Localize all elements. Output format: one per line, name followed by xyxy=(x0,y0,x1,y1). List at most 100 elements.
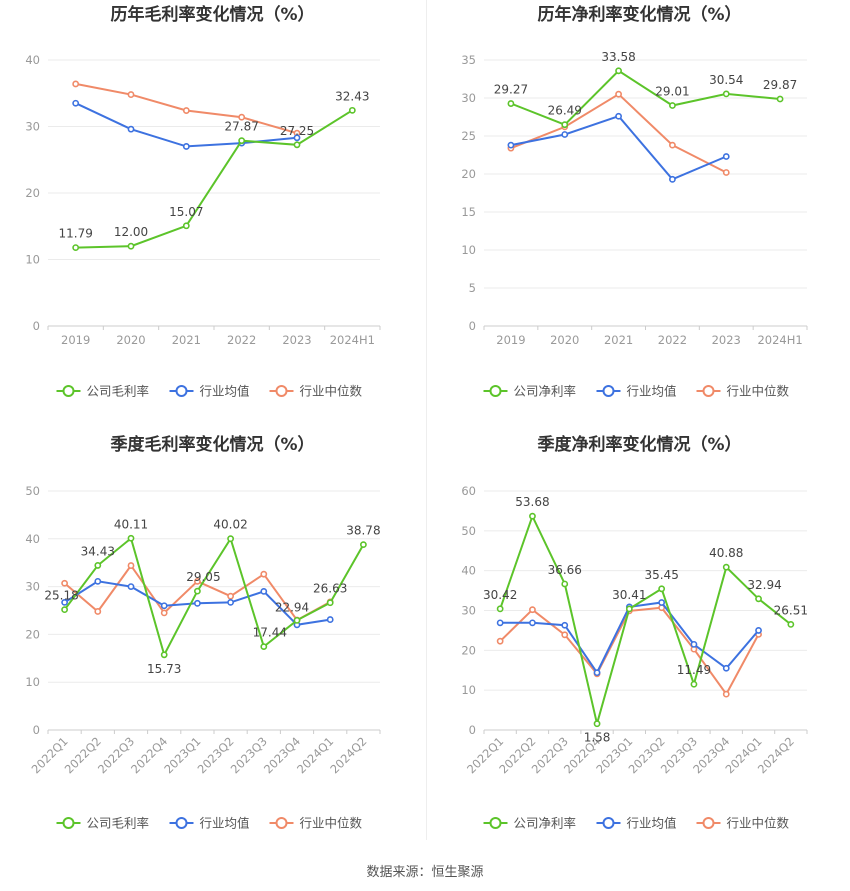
data-point-company[interactable] xyxy=(72,244,80,251)
data-point-company[interactable] xyxy=(326,599,334,607)
legend-item-median[interactable]: 行业中位数 xyxy=(269,816,363,831)
data-point-company[interactable] xyxy=(293,616,301,624)
data-label: 32.43 xyxy=(335,89,369,103)
data-point-company[interactable] xyxy=(669,102,676,109)
data-point-avg[interactable] xyxy=(529,619,536,627)
data-point-median[interactable] xyxy=(127,91,135,98)
data-point-avg[interactable] xyxy=(755,627,762,634)
data-point-avg[interactable] xyxy=(326,616,334,623)
data-point-company[interactable] xyxy=(94,562,102,569)
data-point-company[interactable] xyxy=(61,606,68,614)
data-point-company[interactable] xyxy=(561,121,569,129)
data-point-avg[interactable] xyxy=(94,577,102,585)
data-point-median[interactable] xyxy=(94,608,102,615)
data-point-avg[interactable] xyxy=(160,602,168,610)
data-point-median[interactable] xyxy=(722,169,730,176)
data-point-avg[interactable] xyxy=(72,99,80,107)
chart-quarterly-net-margin: 季度净利率变化情况（%） 0 10 20 30 40 50 60 2022Q1 2022Q2 202… xyxy=(427,430,850,860)
data-point-company[interactable] xyxy=(160,651,168,659)
data-point-avg[interactable] xyxy=(182,143,190,150)
data-point-company[interactable] xyxy=(348,106,356,114)
data-point-median[interactable] xyxy=(193,577,201,585)
legend-item-company[interactable]: 公司毛利率 xyxy=(56,816,150,831)
chart-title: 历年毛利率变化情况（%） xyxy=(110,4,314,25)
data-point-company[interactable] xyxy=(238,137,246,145)
data-point-median[interactable] xyxy=(260,570,268,578)
data-point-median[interactable] xyxy=(238,113,246,121)
data-point-company[interactable] xyxy=(182,222,190,230)
legend-item-avg[interactable]: 行业均值 xyxy=(169,816,250,831)
legend-item-median[interactable]: 行业中位数 xyxy=(269,384,363,399)
data-point-avg[interactable] xyxy=(127,583,135,590)
data-point-company[interactable] xyxy=(722,563,730,571)
data-point-company[interactable] xyxy=(776,95,784,103)
data-point-company[interactable] xyxy=(722,90,730,98)
data-point-avg[interactable] xyxy=(593,669,601,677)
data-point-company[interactable] xyxy=(690,680,698,688)
data-point-avg[interactable] xyxy=(658,599,666,606)
data-point-avg[interactable] xyxy=(561,131,569,138)
data-point-avg[interactable] xyxy=(561,621,569,629)
y-tick-label: 40 xyxy=(25,53,40,67)
legend-item-avg[interactable]: 行业均值 xyxy=(596,816,677,831)
data-point-median[interactable] xyxy=(227,592,234,600)
data-point-company[interactable] xyxy=(127,534,135,542)
data-label: 30.41 xyxy=(612,588,646,602)
data-point-company[interactable] xyxy=(787,621,795,628)
data-point-avg[interactable] xyxy=(722,664,730,672)
data-point-avg[interactable] xyxy=(260,587,268,595)
data-point-company[interactable] xyxy=(293,141,301,149)
data-point-avg[interactable] xyxy=(193,599,201,607)
legend-item-avg[interactable]: 行业均值 xyxy=(596,384,677,399)
data-point-avg[interactable] xyxy=(615,112,622,120)
data-point-avg[interactable] xyxy=(669,175,676,183)
x-tick-label: 2022 xyxy=(227,333,256,347)
legend-item-avg[interactable]: 行业均值 xyxy=(169,384,250,399)
legend-item-median[interactable]: 行业中位数 xyxy=(696,816,790,831)
data-point-company[interactable] xyxy=(507,100,515,107)
data-point-company[interactable] xyxy=(193,587,201,595)
data-point-company[interactable] xyxy=(529,512,536,520)
data-point-company[interactable] xyxy=(593,720,601,728)
data-point-avg[interactable] xyxy=(227,598,234,606)
data-point-company[interactable] xyxy=(496,605,504,613)
data-label: 38.78 xyxy=(346,524,380,538)
data-point-median[interactable] xyxy=(529,606,536,614)
y-tick-label: 10 xyxy=(25,253,40,267)
data-point-company[interactable] xyxy=(561,580,569,588)
data-point-median[interactable] xyxy=(722,690,730,698)
legend-item-company[interactable]: 公司净利率 xyxy=(483,816,577,831)
data-point-company[interactable] xyxy=(127,242,135,250)
data-point-median[interactable] xyxy=(615,90,622,98)
legend-item-company[interactable]: 公司毛利率 xyxy=(56,384,150,399)
data-point-company[interactable] xyxy=(658,585,666,593)
data-point-median[interactable] xyxy=(127,562,135,569)
data-point-company[interactable] xyxy=(755,595,762,603)
x-tick-label: 2021 xyxy=(604,333,633,347)
data-point-avg[interactable] xyxy=(127,125,135,133)
data-point-avg[interactable] xyxy=(61,598,68,606)
data-point-median[interactable] xyxy=(182,107,190,114)
data-point-avg[interactable] xyxy=(496,619,504,627)
data-point-company[interactable] xyxy=(227,535,234,543)
legend-item-median[interactable]: 行业中位数 xyxy=(696,384,790,399)
data-point-avg[interactable] xyxy=(722,153,730,160)
data-point-company[interactable] xyxy=(359,541,367,549)
data-point-median[interactable] xyxy=(496,637,504,645)
chart-quarterly-gross-margin: 季度毛利率变化情况（%） 0 10 20 30 40 50 2022Q1 2022Q2 2022Q… xyxy=(0,430,425,860)
legend-item-company[interactable]: 公司净利率 xyxy=(483,384,577,399)
data-point-median[interactable] xyxy=(160,609,168,617)
data-point-company[interactable] xyxy=(615,67,622,75)
data-point-avg[interactable] xyxy=(507,141,515,149)
data-point-median[interactable] xyxy=(72,80,80,88)
data-point-company[interactable] xyxy=(260,643,268,651)
data-point-median[interactable] xyxy=(561,631,569,639)
data-point-median[interactable] xyxy=(61,579,68,587)
data-point-avg[interactable] xyxy=(293,134,301,142)
y-tick-label: 50 xyxy=(461,524,476,538)
data-point-median[interactable] xyxy=(669,141,676,149)
x-tick-label: 2019 xyxy=(496,333,525,347)
data-point-company[interactable] xyxy=(625,605,633,613)
data-point-avg[interactable] xyxy=(690,640,698,648)
data-label: 1.58 xyxy=(584,731,611,745)
